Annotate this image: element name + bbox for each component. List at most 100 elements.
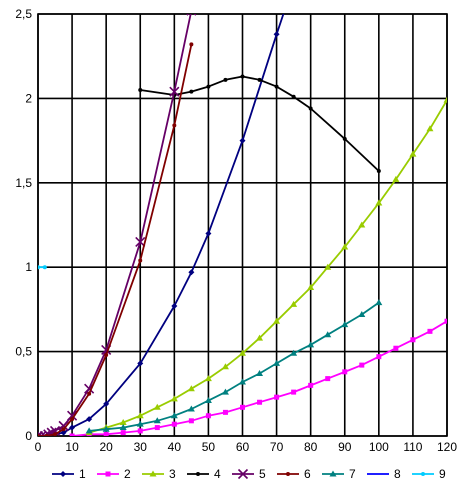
y-tick-label: 0,5 [15, 345, 32, 359]
data-point-3 [443, 96, 447, 103]
legend-label: 3 [169, 467, 176, 481]
legend-item-6: 6 [277, 467, 311, 481]
legend-item-8: 8 [367, 467, 401, 481]
data-point-7 [187, 405, 195, 412]
data-point-3 [324, 263, 332, 270]
legend-swatch-marker [149, 470, 157, 477]
x-tick-label: 10 [65, 440, 79, 454]
data-point-3 [273, 317, 281, 324]
data-point-6 [104, 352, 109, 357]
y-tick-label: 2,5 [15, 7, 32, 21]
data-point-2 [393, 345, 399, 351]
data-point-7 [307, 341, 315, 348]
data-point-7 [256, 370, 264, 377]
data-point-5 [135, 236, 146, 247]
data-point-5 [38, 430, 47, 436]
data-point-2 [359, 362, 365, 368]
data-point-4 [138, 87, 143, 92]
series-7 [85, 299, 383, 434]
data-point-5 [58, 420, 69, 431]
data-point-2 [274, 394, 280, 400]
data-point-2 [154, 425, 160, 431]
data-point-3 [204, 375, 212, 382]
legend-label: 9 [439, 467, 446, 481]
data-point-1 [69, 424, 76, 431]
data-point-7 [375, 299, 383, 306]
legend-label: 1 [79, 467, 86, 481]
legend-swatch-marker [196, 472, 200, 476]
data-point-7 [85, 427, 93, 434]
x-tick-label: 50 [202, 440, 216, 454]
series-4 [138, 74, 381, 173]
series-line-3 [88, 99, 447, 434]
series-line-7 [89, 301, 380, 432]
data-point-3 [170, 395, 178, 402]
data-point-1 [137, 360, 144, 367]
legend-item-3: 3 [142, 467, 176, 481]
data-point-1 [205, 230, 212, 237]
x-tick-label: 30 [134, 440, 148, 454]
data-point-2 [291, 389, 297, 395]
data-point-7 [341, 321, 349, 328]
data-point-7 [204, 397, 212, 404]
data-point-2 [171, 421, 177, 427]
x-tick-label: 100 [369, 440, 389, 454]
data-point-4 [189, 89, 194, 94]
data-point-3 [375, 199, 383, 206]
data-point-4 [240, 74, 245, 79]
legend-label: 8 [394, 467, 401, 481]
data-point-7 [102, 425, 110, 432]
data-point-4 [257, 77, 262, 82]
data-point-3 [221, 363, 229, 370]
data-point-7 [136, 420, 144, 427]
legend-swatch-marker [286, 472, 290, 476]
y-tick-label: 1,5 [15, 176, 32, 190]
data-point-7 [119, 424, 127, 431]
legend-label: 6 [304, 467, 311, 481]
data-point-2 [137, 428, 143, 434]
data-point-1 [273, 31, 280, 38]
data-point-2 [376, 354, 382, 360]
x-tick-label: 20 [99, 440, 113, 454]
y-tick-label: 2 [25, 91, 32, 105]
legend-swatch-marker [105, 471, 111, 477]
legend-label: 5 [259, 467, 266, 481]
x-tick-label: 0 [35, 440, 42, 454]
data-point-2 [427, 328, 433, 334]
legend-swatch-marker [421, 472, 425, 476]
x-axis-ticks: 0 10 20 30 40 50 60 70 80 90 100 110 120 [35, 440, 458, 454]
data-point-2 [410, 337, 416, 343]
data-point-2 [103, 431, 109, 436]
x-tick-label: 80 [304, 440, 318, 454]
data-point-2 [240, 404, 245, 410]
data-point-7 [290, 349, 298, 356]
series-layer [38, 14, 447, 436]
data-point-4 [308, 106, 313, 111]
data-point-7 [170, 412, 178, 419]
legend-swatch-marker [329, 470, 337, 477]
data-point-1 [171, 303, 178, 310]
data-point-1 [188, 269, 195, 276]
data-point-7 [153, 417, 161, 424]
data-point-1 [239, 137, 246, 144]
data-point-4 [291, 94, 296, 99]
series-9 [38, 265, 47, 270]
legend-item-7: 7 [322, 467, 356, 481]
y-tick-label: 0 [25, 429, 32, 443]
data-point-2 [308, 382, 314, 388]
legend-item-4: 4 [187, 467, 221, 481]
series-6 [38, 42, 194, 436]
data-point-2 [325, 376, 331, 382]
x-tick-label: 90 [338, 440, 352, 454]
series-line-6 [38, 44, 193, 436]
data-point-3 [409, 150, 417, 157]
data-point-3 [341, 243, 349, 250]
data-point-1 [103, 400, 110, 407]
data-point-5 [49, 425, 61, 436]
data-point-6 [61, 427, 66, 432]
legend-swatch-marker [237, 468, 249, 480]
legend-item-2: 2 [97, 467, 131, 481]
data-point-2 [69, 433, 75, 436]
data-point-6 [172, 123, 177, 128]
